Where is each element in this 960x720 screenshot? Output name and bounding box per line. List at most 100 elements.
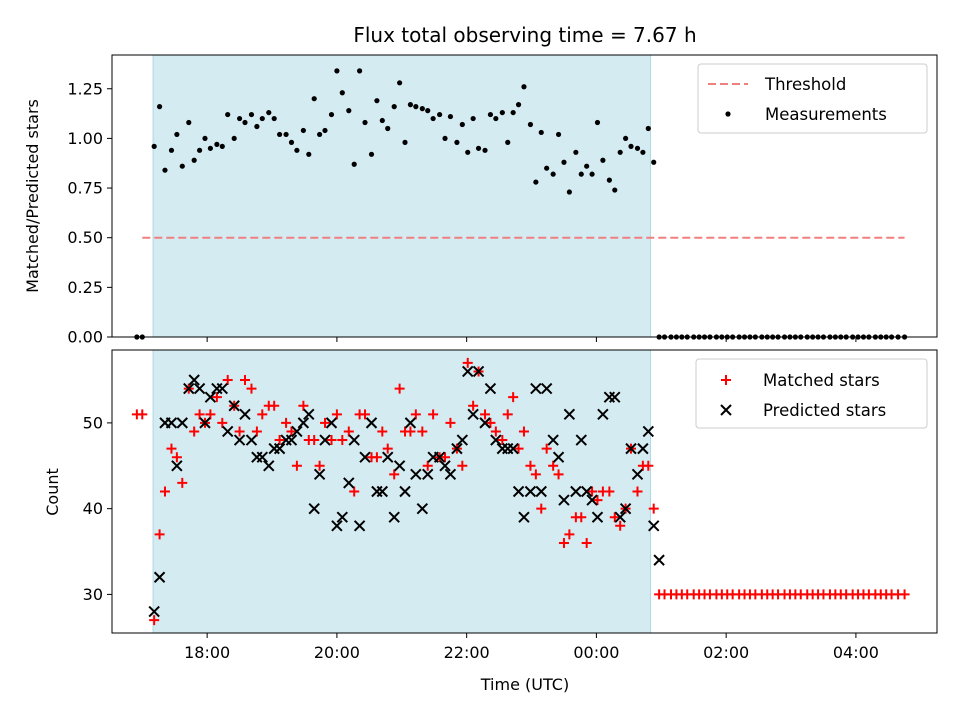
matched-star-point xyxy=(309,435,320,446)
predicted-star-point xyxy=(490,434,502,446)
measurement-point xyxy=(231,135,237,142)
measurement-point xyxy=(174,131,180,138)
measurement-point xyxy=(651,159,657,165)
threshold-legend-label: Threshold xyxy=(764,75,846,94)
measurement-point xyxy=(391,104,397,110)
matched-star-point xyxy=(269,400,280,411)
matched-star-point xyxy=(154,529,165,540)
measurement-point xyxy=(374,98,380,104)
bottom-series-1 xyxy=(148,365,665,618)
measurement-point xyxy=(487,111,494,118)
bottom-x-tick-label: 18:00 xyxy=(184,643,230,662)
matched-star-point xyxy=(530,469,541,480)
top-y-axis-label: Matched/Predicted stars xyxy=(23,99,42,293)
bottom-x-tick-label: 02:00 xyxy=(703,643,749,662)
matched-star-point xyxy=(234,426,245,437)
measurement-point xyxy=(402,139,408,145)
predicted-star-point xyxy=(404,417,417,429)
matched-star-point xyxy=(508,392,519,403)
matched-star-point xyxy=(205,409,216,420)
matched-star-point xyxy=(189,426,200,437)
measurement-point xyxy=(346,108,352,114)
predicted-star-point xyxy=(376,485,389,498)
matched-star-point xyxy=(440,452,451,463)
predicted-star-point xyxy=(183,382,195,395)
measurement-point xyxy=(288,139,295,145)
predicted-star-point xyxy=(479,417,491,429)
bottom-x-tick-label: 00:00 xyxy=(573,643,619,662)
matched-star-point xyxy=(417,426,428,437)
matched-star-point xyxy=(211,392,222,403)
predicted-star-point xyxy=(433,451,446,463)
predicted-star-point xyxy=(570,485,582,498)
matched-star-point xyxy=(217,417,228,428)
measurement-point xyxy=(447,113,454,120)
predicted-star-point xyxy=(472,365,485,378)
matched-stars-legend-label: Matched stars xyxy=(763,371,880,390)
measurement-point xyxy=(339,90,345,96)
matched-star-point xyxy=(257,409,268,420)
top-y-tick-label: 0.75 xyxy=(67,179,103,198)
bottom-y-axis-label: Count xyxy=(43,468,62,516)
matched-star-point xyxy=(609,512,620,523)
predicted-star-point xyxy=(439,460,451,472)
bottom-series-0 xyxy=(131,357,910,626)
measurement-point xyxy=(475,145,482,151)
matched-star-point xyxy=(615,520,626,531)
predicted-star-point xyxy=(148,605,160,618)
predicted-star-point xyxy=(165,417,178,429)
predicted-star-point xyxy=(416,502,429,515)
matched-star-point xyxy=(457,460,468,471)
measurement-point xyxy=(645,125,651,132)
matched-star-point xyxy=(525,460,536,471)
top-panel: 0.00 0.25 0.50 0.75 1.00 1.25 Threshold Measure… xyxy=(67,54,938,347)
predicted-star-point xyxy=(563,408,576,421)
matched-star-point xyxy=(382,443,393,454)
measurement-point xyxy=(276,131,283,138)
measurement-point xyxy=(600,157,606,163)
measurement-point xyxy=(465,149,471,155)
x-axis-label: Time (UTC) xyxy=(480,675,569,694)
predicted-stars-legend-swatch xyxy=(720,404,732,416)
measurement-point xyxy=(191,157,197,163)
matched-star-point xyxy=(331,409,342,420)
bottom-panel: 30 40 50 18:00 20:00 22:00 00:00 02:00 04:00 Matc… xyxy=(83,349,938,662)
predicted-star-point xyxy=(653,554,665,566)
measurement-point xyxy=(202,135,208,142)
matched-star-point xyxy=(320,417,331,428)
predicted-star-point xyxy=(530,382,542,395)
measurement-point xyxy=(538,129,544,136)
matched-star-point xyxy=(553,469,564,480)
measurement-point xyxy=(236,115,243,122)
predicted-star-point xyxy=(535,485,547,498)
measurement-point xyxy=(214,141,220,147)
matched-star-point xyxy=(326,435,337,446)
predicted-star-point xyxy=(642,425,655,438)
predicted-star-point xyxy=(518,511,530,523)
measurement-point xyxy=(266,109,272,116)
predicted-star-point xyxy=(188,374,200,386)
bottom-legend-box xyxy=(695,358,928,429)
matched-star-point xyxy=(314,460,325,471)
top-observing-window xyxy=(152,54,651,338)
matched-star-point xyxy=(177,477,188,488)
matched-star-point xyxy=(137,409,148,420)
measurement-point xyxy=(606,177,612,183)
predicted-star-point xyxy=(313,468,326,481)
matched-star-point xyxy=(166,443,177,454)
predicted-star-point xyxy=(325,417,338,429)
matched-star-point xyxy=(587,486,598,497)
predicted-star-point xyxy=(319,434,331,446)
predicted-star-point xyxy=(285,434,298,446)
measurement-point xyxy=(151,143,157,149)
matched-star-point xyxy=(343,426,354,437)
measurement-point xyxy=(413,104,419,110)
measurement-point xyxy=(544,165,550,171)
measurement-point xyxy=(521,84,527,90)
matched-star-point xyxy=(337,435,348,446)
matched-star-point xyxy=(422,460,433,471)
matched-star-point xyxy=(394,383,405,394)
bottom-y-tick-label: 40 xyxy=(83,499,103,518)
matched-star-point xyxy=(286,426,297,437)
measurement-point xyxy=(207,145,213,151)
